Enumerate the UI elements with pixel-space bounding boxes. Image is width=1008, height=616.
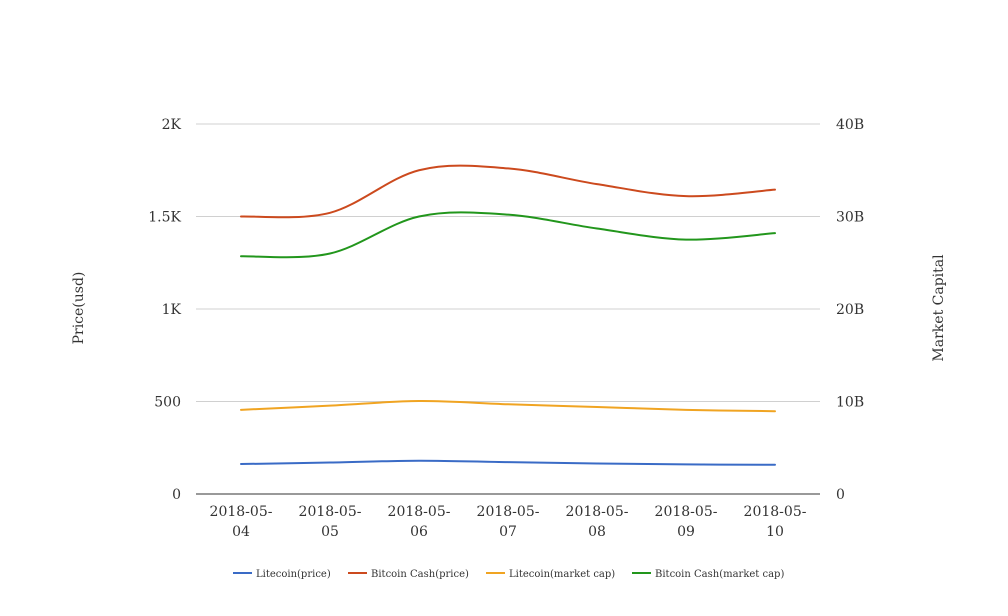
series-line-1: [240, 459, 776, 466]
x-tick-label: 2018-05-05: [299, 504, 362, 540]
y-axis-right-title: Market Capital: [931, 254, 947, 362]
x-tick-label: 2018-05-07: [477, 504, 540, 540]
legend-label: Bitcoin Cash(price): [371, 569, 469, 580]
series-layer: [240, 164, 776, 466]
series-line-2: [240, 164, 776, 219]
x-tick-label: 2018-05-09: [655, 504, 718, 540]
y-left-tick-label: 500: [154, 395, 181, 411]
y-left-tick-label: 0: [172, 487, 181, 503]
series-line-4: [240, 211, 776, 259]
series-line-3: [240, 400, 776, 413]
x-tick-label: 2018-05-06: [388, 504, 451, 540]
y-axis-left-title: Price(usd): [71, 272, 87, 345]
y-right-tick-label: 10B: [836, 395, 864, 411]
y-right-tick-label: 20B: [836, 302, 864, 318]
y-left-tick-label: 1.5K: [148, 210, 181, 226]
y-right-tick-label: 0: [836, 487, 845, 503]
legend-label: Litecoin(price): [256, 569, 331, 580]
x-tick-label: 2018-05-10: [744, 504, 807, 540]
y-right-tick-label: 30B: [836, 210, 864, 226]
x-tick-label: 2018-05-04: [210, 504, 273, 540]
x-tick-label: 2018-05-08: [566, 504, 629, 540]
legend: Litecoin(price) Bitcoin Cash(price) Liteco…: [233, 569, 784, 580]
legend-label: Bitcoin Cash(market cap): [655, 569, 784, 580]
grid-layer: [196, 123, 820, 495]
y-right-tick-label: 40B: [836, 117, 864, 133]
y-left-tick-label: 1K: [162, 302, 182, 318]
axis-layer: 0 500 1K 1.5K 2K 0 10B 20B 30B 40B 2018-05-04 2018-…: [148, 117, 864, 540]
legend-label: Litecoin(market cap): [509, 569, 615, 580]
y-left-tick-label: 2K: [162, 117, 182, 133]
